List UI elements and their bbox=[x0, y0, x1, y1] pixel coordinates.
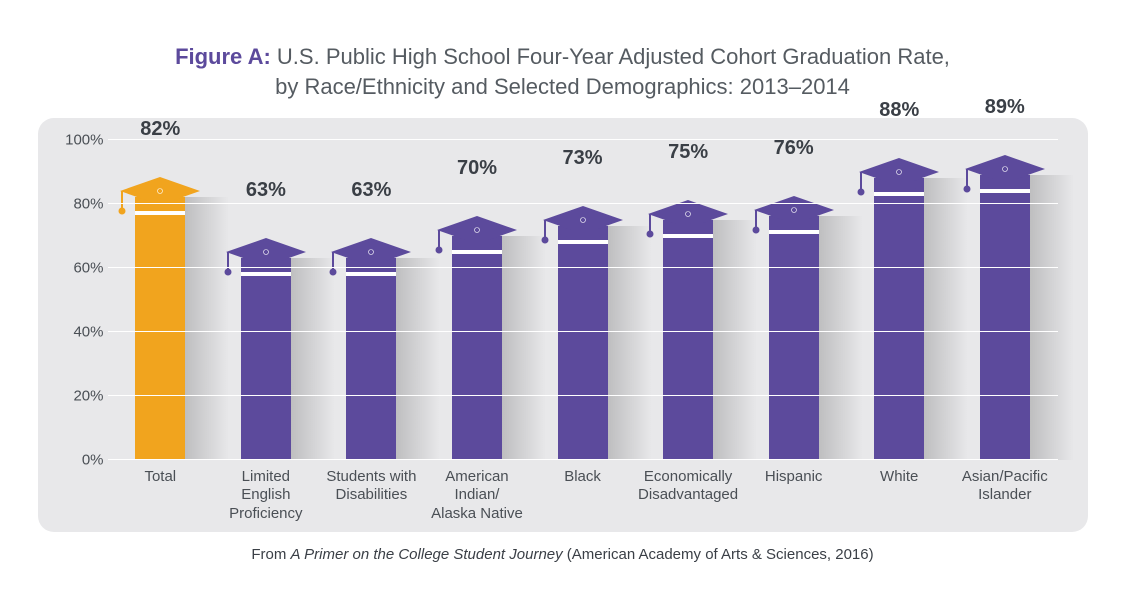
figure-caption: From A Primer on the College Student Jou… bbox=[38, 546, 1088, 563]
y-tick-label: 0% bbox=[64, 451, 104, 468]
caption-prefix: From bbox=[251, 546, 290, 563]
bar bbox=[769, 216, 819, 459]
bar-highlight-band bbox=[135, 211, 185, 215]
bar-highlight-band bbox=[558, 240, 608, 244]
x-axis-label: American Indian/Alaska Native bbox=[424, 468, 530, 524]
caption-source-meta: (American Academy of Arts & Sciences, 20… bbox=[563, 546, 874, 563]
bar-cell: 82% bbox=[108, 140, 214, 460]
y-tick-label: 20% bbox=[64, 387, 104, 404]
bar-value-label: 70% bbox=[457, 157, 497, 180]
y-tick-label: 40% bbox=[64, 323, 104, 340]
figure-label: Figure A: bbox=[175, 44, 271, 69]
y-tick-label: 80% bbox=[64, 195, 104, 212]
gridline bbox=[108, 139, 1058, 140]
x-axis-label: Hispanic bbox=[741, 468, 847, 524]
y-tick-label: 60% bbox=[64, 259, 104, 276]
bar bbox=[558, 226, 608, 460]
figure-container: Figure A: U.S. Public High School Four-Y… bbox=[38, 42, 1088, 563]
bar-highlight-band bbox=[769, 230, 819, 234]
gridline bbox=[108, 331, 1058, 332]
bar-cell: 76% bbox=[741, 140, 847, 460]
plot-area: 82%63%63%70%73%75%76%88%89% 0%20%40%60%8… bbox=[108, 140, 1058, 460]
bar-cell: 75% bbox=[635, 140, 741, 460]
bar-value-label: 89% bbox=[985, 96, 1025, 119]
gridline bbox=[108, 395, 1058, 396]
y-tick-label: 100% bbox=[64, 131, 104, 148]
bar-shadow bbox=[1030, 175, 1074, 460]
bar-value-label: 63% bbox=[246, 179, 286, 202]
x-axis-label: Limited EnglishProficiency bbox=[213, 468, 319, 524]
bar-cell: 88% bbox=[846, 140, 952, 460]
x-axis-label: Black bbox=[530, 468, 636, 524]
bar bbox=[241, 258, 291, 460]
chart-panel: 82%63%63%70%73%75%76%88%89% 0%20%40%60%8… bbox=[38, 118, 1088, 532]
x-axis-label: Students withDisabilities bbox=[319, 468, 425, 524]
bar-highlight-band bbox=[452, 250, 502, 254]
bar-cell: 63% bbox=[213, 140, 319, 460]
bar-highlight-band bbox=[346, 272, 396, 276]
bar bbox=[663, 220, 713, 460]
x-axis-label: Total bbox=[108, 468, 214, 524]
bar-cell: 63% bbox=[319, 140, 425, 460]
x-axis-label: White bbox=[846, 468, 952, 524]
bar-highlight-band bbox=[241, 272, 291, 276]
bars-row: 82% 63% 63% 70% 73% 75% 76% 88%89% bbox=[108, 140, 1058, 460]
bar bbox=[346, 258, 396, 460]
bar bbox=[452, 236, 502, 460]
figure-title-line1: U.S. Public High School Four-Year Adjust… bbox=[277, 44, 950, 69]
bar bbox=[874, 178, 924, 460]
x-axis-labels: TotalLimited EnglishProficiencyStudents … bbox=[108, 468, 1058, 524]
gridline bbox=[108, 267, 1058, 268]
bar-value-label: 88% bbox=[879, 99, 919, 122]
bar bbox=[980, 175, 1030, 460]
bar-cell: 70% bbox=[424, 140, 530, 460]
bar-cell: 73% bbox=[530, 140, 636, 460]
bar-value-label: 76% bbox=[774, 137, 814, 160]
bar-value-label: 63% bbox=[351, 179, 391, 202]
bar-highlight-band bbox=[874, 192, 924, 196]
x-axis-label: EconomicallyDisadvantaged bbox=[635, 468, 741, 524]
bar-highlight-band bbox=[980, 189, 1030, 193]
gridline bbox=[108, 203, 1058, 204]
gridline bbox=[108, 459, 1058, 460]
bar bbox=[135, 197, 185, 459]
x-axis-label: Asian/PacificIslander bbox=[952, 468, 1058, 524]
figure-title-line2: by Race/Ethnicity and Selected Demograph… bbox=[275, 74, 850, 99]
bar-highlight-band bbox=[663, 234, 713, 238]
bar-value-label: 73% bbox=[563, 147, 603, 170]
bar-value-label: 75% bbox=[668, 141, 708, 164]
figure-title: Figure A: U.S. Public High School Four-Y… bbox=[38, 42, 1088, 101]
caption-source-title: A Primer on the College Student Journey bbox=[291, 546, 563, 563]
bar-cell: 89% bbox=[952, 140, 1058, 460]
